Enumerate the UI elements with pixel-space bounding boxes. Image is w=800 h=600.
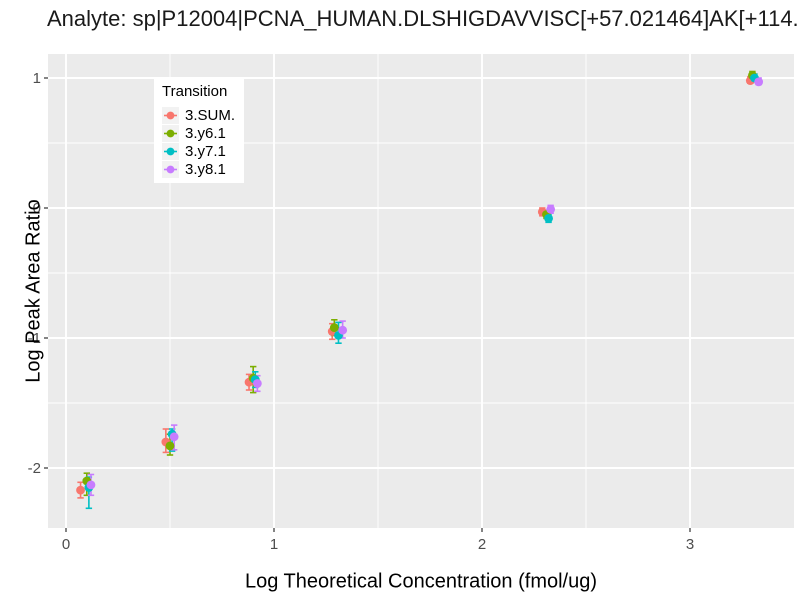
data-point: [754, 77, 764, 87]
y-tick-label: -2: [28, 460, 41, 477]
legend-key-icon: [162, 124, 179, 142]
legend-title: Transition: [162, 83, 228, 100]
legend-item: 3.y8.1: [162, 160, 244, 178]
x-tick-label: 0: [62, 536, 70, 553]
legend-item: 3.SUM.: [162, 106, 244, 124]
legend-item-label: 3.y7.1: [185, 142, 226, 160]
data-point: [252, 379, 262, 388]
legend-item-label: 3.y8.1: [185, 160, 226, 178]
legend-items: 3.SUM. 3.y6.1 3.y7.1 3.y8.1: [162, 106, 244, 178]
y-tick-label: 1: [33, 70, 41, 87]
data-point: [169, 432, 179, 442]
legend-key-icon: [162, 106, 179, 124]
data-point: [544, 214, 553, 223]
x-tick-label: 3: [686, 536, 694, 553]
legend-item-label: 3.SUM.: [185, 106, 236, 124]
legend: Transition 3.SUM. 3.y6.1 3.y7.1 3.y8.1: [154, 77, 244, 183]
legend-key-icon: [162, 142, 179, 160]
legend-item: 3.y7.1: [162, 142, 244, 160]
legend-key-icon: [162, 160, 179, 178]
data-point: [546, 204, 556, 214]
data-point: [86, 480, 96, 490]
plot-title: Analyte: sp|P12004|PCNA_HUMAN.DLSHIGDAVV…: [47, 6, 799, 31]
data-point: [76, 485, 85, 495]
y-axis-title: Log Peak Area Ratio: [22, 199, 45, 383]
x-tick-label: 2: [478, 536, 486, 553]
y-tick-label: 0: [33, 200, 41, 217]
data-point: [338, 325, 348, 335]
x-tick-label: 1: [270, 536, 278, 553]
data-point: [329, 323, 339, 332]
x-axis-title: Log Theoretical Concentration (fmol/ug): [244, 570, 598, 593]
legend-item: 3.y6.1: [162, 124, 244, 142]
y-tick-label: -1: [28, 330, 41, 347]
data-point: [165, 441, 175, 451]
legend-item-label: 3.y6.1: [185, 124, 226, 142]
